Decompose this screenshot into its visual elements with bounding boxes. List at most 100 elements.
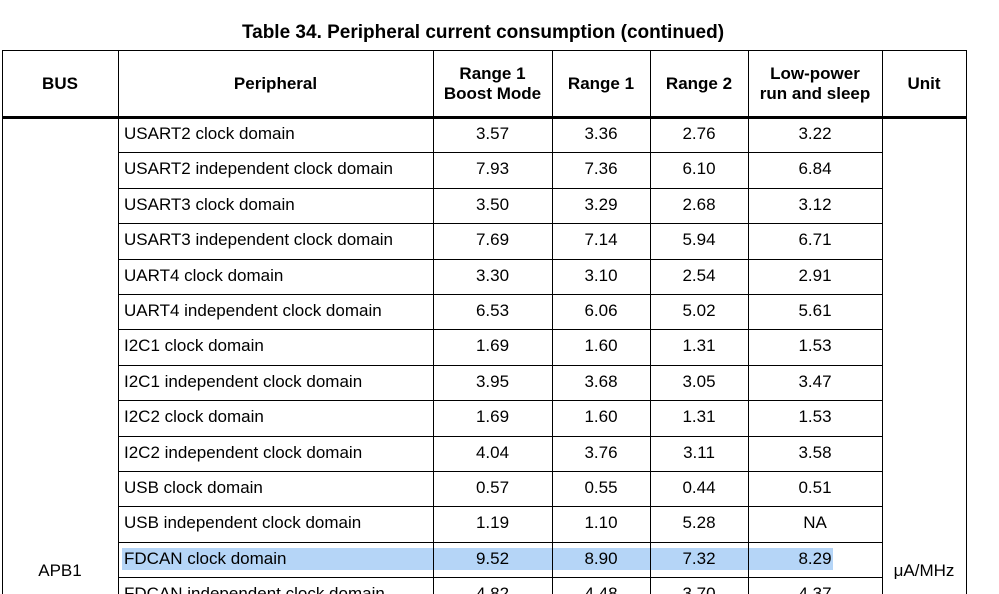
- column-line: [882, 50, 883, 594]
- column-line: [2, 50, 3, 594]
- value-cell: 3.30: [475, 265, 510, 285]
- value-cell: 4.82: [475, 584, 510, 594]
- column-line: [552, 50, 553, 594]
- value-cell: 4.04: [475, 442, 510, 462]
- header-cell: Range 1 Boost Mode: [443, 63, 542, 103]
- value-cell: 1.69: [475, 407, 510, 427]
- value-cell: 4.48: [584, 584, 618, 594]
- value-cell: 3.47: [798, 371, 832, 391]
- value-cell: 1.53: [798, 336, 832, 356]
- value-cell: 1.10: [584, 513, 618, 533]
- value-cell: 8.90: [584, 548, 618, 568]
- peripheral-cell: USART2 clock domain: [124, 124, 295, 143]
- value-cell: 0.55: [584, 478, 618, 497]
- header-cell: Range 1: [567, 73, 635, 93]
- row-line: [118, 294, 882, 295]
- peripheral-cell: USB clock domain: [124, 478, 263, 497]
- header-cell: Peripheral: [233, 73, 318, 93]
- column-line: [650, 50, 651, 594]
- peripheral-cell: UART4 independent clock domain: [124, 301, 382, 320]
- header-cell: Unit: [907, 73, 941, 93]
- header-cell: BUS: [42, 73, 78, 93]
- column-line: [433, 50, 434, 594]
- table-title: Table 34. Peripheral current consumption…: [241, 22, 725, 43]
- value-cell: 5.02: [682, 301, 716, 320]
- peripheral-cell: USART2 independent clock domain: [124, 159, 394, 179]
- peripheral-cell: I2C2 independent clock domain: [124, 442, 363, 462]
- column-line: [748, 50, 749, 594]
- row-line: [118, 258, 882, 260]
- value-cell: 3.11: [683, 442, 715, 462]
- column-line: [966, 50, 967, 594]
- value-cell: 7.69: [475, 230, 510, 250]
- selection-highlight: [122, 548, 833, 570]
- row-line: [118, 506, 882, 508]
- value-cell: 1.69: [475, 336, 510, 356]
- value-cell: 1.53: [798, 407, 832, 427]
- bus-cell: APB1: [38, 561, 82, 580]
- value-cell: 6.71: [798, 230, 832, 250]
- value-cell: 6.84: [798, 159, 832, 179]
- peripheral-cell: FDCAN independent clock domain: [124, 584, 385, 594]
- value-cell: 1.60: [584, 407, 618, 427]
- peripheral-cell: I2C2 clock domain: [124, 407, 264, 427]
- value-cell: 1.31: [682, 407, 716, 427]
- peripheral-cell: FDCAN clock domain: [124, 548, 287, 568]
- value-cell: 3.29: [584, 194, 618, 214]
- value-cell: 3.58: [798, 442, 832, 462]
- value-cell: 3.57: [475, 124, 510, 143]
- value-cell: 9.52: [475, 548, 510, 568]
- value-cell: 8.29: [798, 548, 832, 568]
- row-line: [118, 152, 882, 154]
- value-cell: 5.28: [682, 513, 716, 533]
- value-cell: 6.06: [584, 301, 618, 320]
- value-cell: 3.10: [584, 265, 618, 285]
- value-cell: 3.22: [798, 124, 832, 143]
- row-line: [118, 329, 882, 331]
- value-cell: 3.05: [682, 371, 716, 391]
- row-line: [118, 223, 882, 225]
- value-cell: 3.70: [682, 584, 716, 594]
- row-line: [118, 577, 882, 579]
- peripheral-cell: USART3 independent clock domain: [124, 230, 394, 250]
- value-cell: 0.57: [475, 478, 510, 497]
- header-cell: Range 2: [665, 73, 733, 93]
- value-cell: 5.61: [798, 301, 832, 320]
- value-cell: 6.53: [475, 301, 510, 320]
- value-cell: 1.60: [584, 336, 618, 356]
- row-line: [118, 541, 882, 543]
- value-cell: 2.76: [682, 124, 716, 143]
- header-bottom-border: [2, 116, 967, 119]
- column-line: [118, 50, 119, 594]
- value-cell: 3.12: [798, 194, 832, 214]
- value-cell: 5.94: [682, 230, 716, 250]
- value-cell: 3.36: [584, 124, 618, 143]
- value-cell: 7.32: [682, 548, 716, 568]
- value-cell: 0.44: [682, 478, 716, 497]
- value-cell: 0.51: [798, 478, 832, 497]
- value-cell: 7.14: [584, 230, 618, 250]
- row-line: [118, 187, 882, 189]
- value-cell: 3.50: [475, 194, 510, 214]
- value-cell: 1.31: [682, 336, 716, 356]
- value-cell: 6.10: [682, 159, 716, 179]
- value-cell: 3.68: [584, 371, 618, 391]
- value-cell: 2.54: [682, 265, 716, 285]
- peripheral-cell: USB independent clock domain: [124, 513, 362, 533]
- row-line: [118, 400, 882, 402]
- value-cell: 3.76: [584, 442, 618, 462]
- peripheral-cell: I2C1 independent clock domain: [124, 371, 363, 391]
- value-cell: 2.91: [798, 265, 832, 285]
- value-cell: 7.93: [475, 159, 510, 179]
- unit-cell: μA/MHz: [893, 561, 955, 580]
- header-cell: Low-power run and sleep: [759, 63, 871, 103]
- peripheral-cell: I2C1 clock domain: [124, 336, 264, 356]
- value-cell: 1.19: [475, 513, 510, 533]
- peripheral-cell: USART3 clock domain: [124, 194, 295, 214]
- peripheral-cell: UART4 clock domain: [124, 265, 284, 285]
- value-cell: 7.36: [584, 159, 618, 179]
- table-top-border: [2, 50, 967, 51]
- value-cell: 3.95: [475, 371, 510, 391]
- row-line: [118, 471, 882, 472]
